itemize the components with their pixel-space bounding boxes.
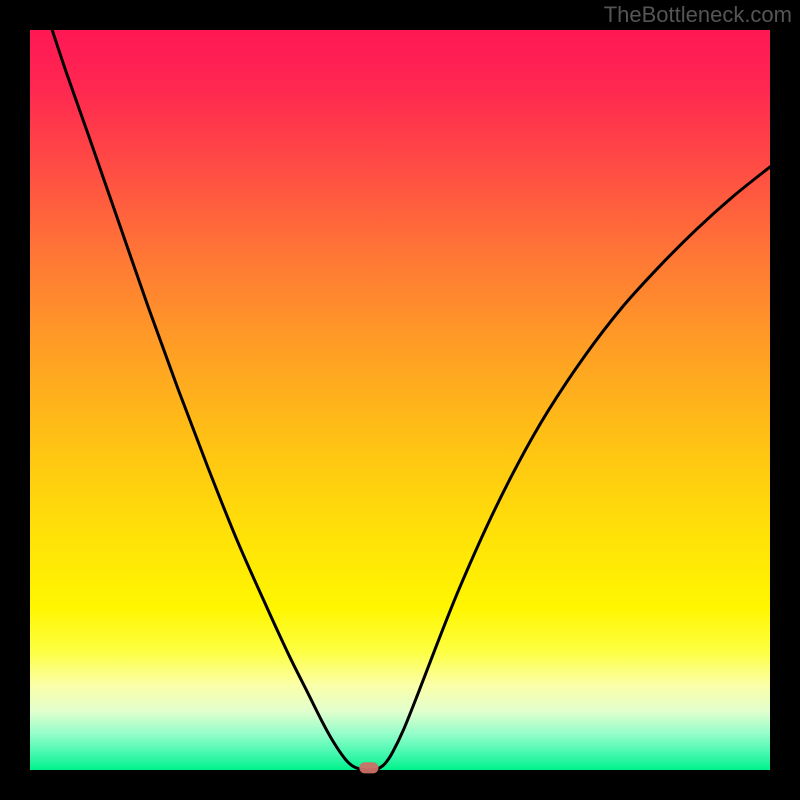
plot-background xyxy=(30,30,770,770)
watermark-text: TheBottleneck.com xyxy=(604,2,792,28)
bottleneck-chart xyxy=(0,0,800,800)
optimum-marker xyxy=(359,762,378,773)
chart-container: TheBottleneck.com xyxy=(0,0,800,800)
